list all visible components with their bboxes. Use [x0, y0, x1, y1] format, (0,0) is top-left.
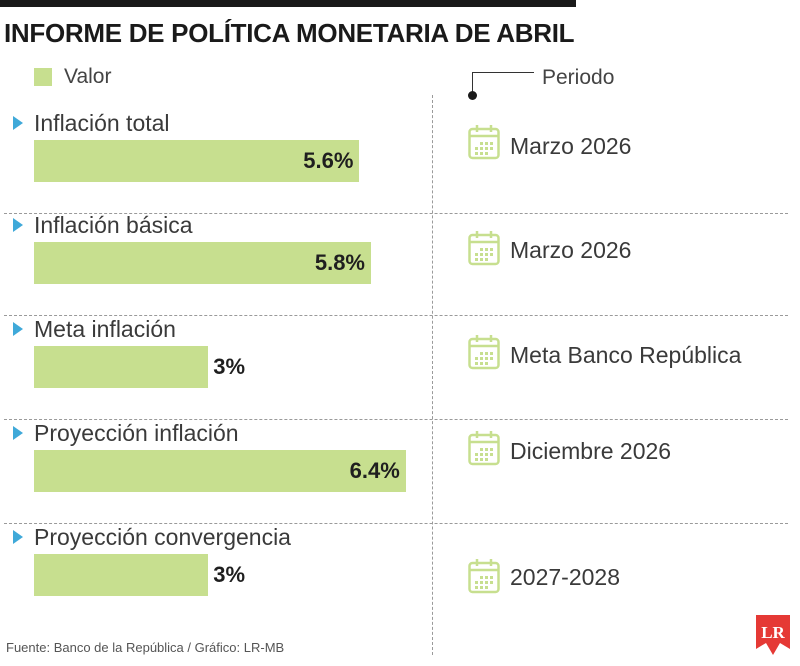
svg-text:LR: LR [761, 623, 785, 642]
value-label: 3% [213, 354, 246, 379]
legend-period-label: Periodo [542, 66, 615, 89]
chart-row: Meta inflación 3% [0, 316, 800, 420]
legend-value-label: Valor [64, 65, 112, 88]
bar [34, 346, 209, 388]
legend-value: Valor [34, 65, 112, 88]
triangle-marker-icon [13, 426, 23, 440]
value-label: 5.8% [314, 250, 365, 275]
period-label: 2027-2028 [510, 564, 620, 590]
legend-period: Periodo [468, 66, 628, 106]
calendar-icon [468, 335, 500, 370]
leader-dot-icon [468, 91, 477, 100]
value-label: 3% [213, 562, 246, 587]
bar [34, 554, 209, 596]
value-label: 5.6% [303, 148, 354, 173]
category-label: Meta inflación [34, 316, 176, 342]
row-separator [4, 523, 788, 524]
period-label: Marzo 2026 [510, 133, 632, 159]
value-label: 6.4% [349, 458, 400, 483]
bar [34, 242, 371, 284]
category-label: Proyección convergencia [34, 524, 291, 550]
bar [34, 450, 406, 492]
period-label: Marzo 2026 [510, 237, 632, 263]
column-divider [432, 95, 433, 655]
calendar-icon [468, 431, 500, 466]
triangle-marker-icon [13, 116, 23, 130]
triangle-marker-icon [13, 322, 23, 336]
period-label: Meta Banco República [510, 342, 742, 368]
category-label: Inflación total [34, 110, 170, 136]
lr-logo-icon: LR [756, 615, 790, 655]
calendar-icon [468, 559, 500, 594]
source-note: Fuente: Banco de la República / Gráfico:… [6, 640, 285, 655]
row-separator [4, 213, 788, 214]
top-rule [0, 0, 576, 7]
leader-line-icon [472, 72, 534, 94]
row-separator [4, 315, 788, 316]
category-label: Inflación básica [34, 212, 193, 238]
chart-row: Inflación total 5.6% [0, 110, 800, 214]
row-separator [4, 419, 788, 420]
chart-row: Inflación básica 5.8% [0, 212, 800, 316]
bar [34, 140, 360, 182]
calendar-icon [468, 125, 500, 160]
chart-row: Proyección convergencia 3% [0, 524, 800, 628]
chart-row: Proyección inflación 6.4% [0, 420, 800, 524]
triangle-marker-icon [13, 218, 23, 232]
period-label: Diciembre 2026 [510, 438, 672, 464]
chart-title: INFORME DE POLÍTICA MONETARIA DE ABRIL [4, 18, 575, 48]
triangle-marker-icon [13, 530, 23, 544]
category-label: Proyección inflación [34, 420, 239, 446]
legend-swatch [34, 68, 52, 86]
calendar-icon [468, 231, 500, 266]
